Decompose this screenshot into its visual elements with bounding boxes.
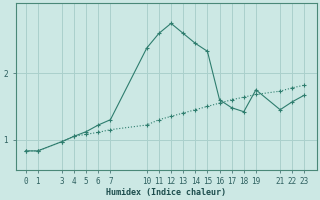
X-axis label: Humidex (Indice chaleur): Humidex (Indice chaleur) <box>106 188 226 197</box>
